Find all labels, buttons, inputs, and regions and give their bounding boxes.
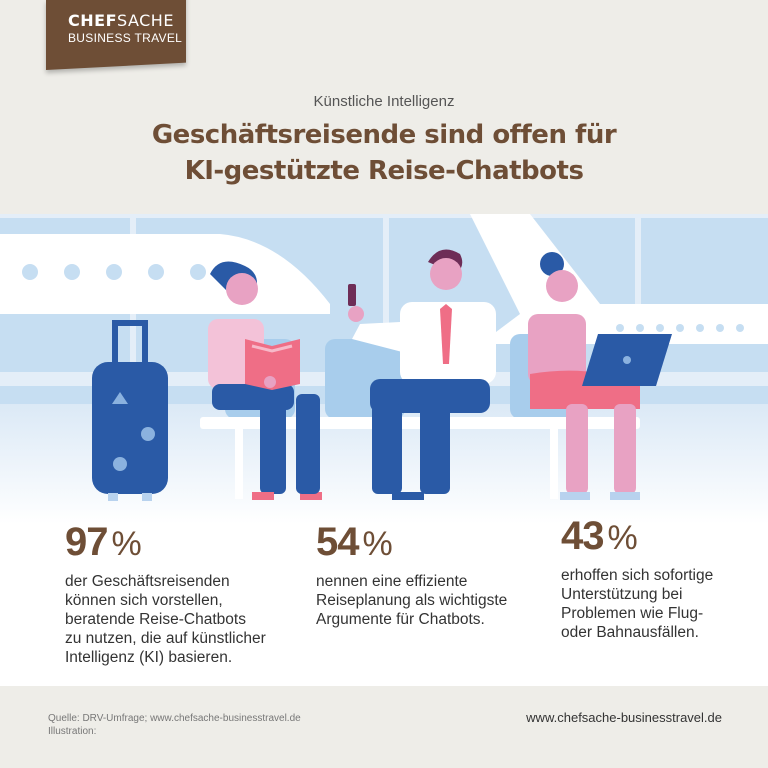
logo-wordmark: CHEFSACHE bbox=[68, 10, 174, 30]
stat-value: 54% bbox=[316, 520, 393, 564]
woman-with-laptop bbox=[528, 252, 672, 500]
stat-card-3: 43% erhoffen sich sofortige Unterstützun… bbox=[561, 516, 713, 642]
stat-description: der Geschäftsreisenden können sich vorst… bbox=[65, 573, 266, 666]
airport-waiting-illustration bbox=[0, 214, 768, 524]
stat-value: 97% bbox=[65, 520, 142, 564]
stat-value: 43% bbox=[561, 514, 638, 558]
suitcase bbox=[92, 320, 168, 501]
source-note: Quelle: DRV-Umfrage; www.chefsache-busin… bbox=[48, 713, 301, 737]
woman-reading bbox=[208, 261, 322, 500]
page-title: Geschäftsreisende sind offen für KI-gest… bbox=[0, 117, 768, 189]
man-with-phone bbox=[348, 249, 496, 500]
stat-description: erhoffen sich sofortige Unterstützung be… bbox=[561, 567, 714, 641]
brand-logo[interactable]: CHEFSACHE BUSINESS TRAVEL bbox=[46, 0, 186, 71]
stat-card-1: 97% der Geschäftsreisenden können sich v… bbox=[65, 522, 266, 667]
airplane-right bbox=[470, 214, 768, 344]
website-link[interactable]: www.chefsache-businesstravel.de bbox=[526, 710, 722, 725]
title-line-1: Geschäftsreisende sind offen für bbox=[151, 120, 617, 150]
logo-subline: BUSINESS TRAVEL bbox=[68, 30, 183, 45]
footer-band bbox=[0, 686, 768, 768]
stat-description: nennen eine effiziente Reiseplanung als … bbox=[316, 573, 508, 628]
title-line-2: KI-gestützte Reise-Chatbots bbox=[184, 156, 584, 186]
page-kicker: Künstliche Intelligenz bbox=[313, 93, 455, 110]
stat-card-2: 54% nennen eine effiziente Reiseplanung … bbox=[316, 522, 507, 629]
